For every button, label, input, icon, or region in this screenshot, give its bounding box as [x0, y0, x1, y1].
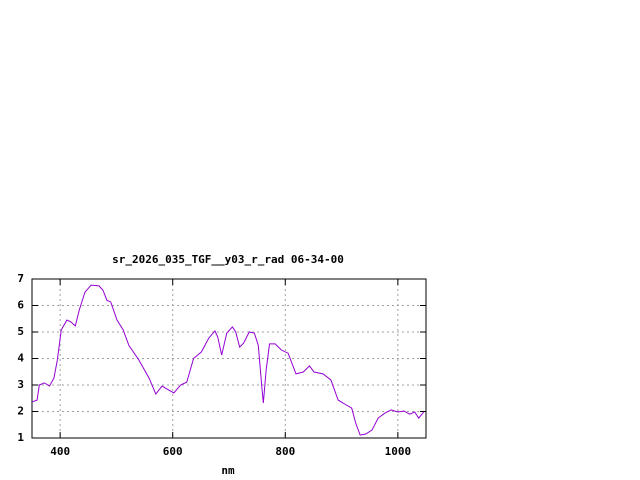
- chart-title: sr_2026_035_TGF__y03_r_rad 06-34-00: [112, 253, 344, 266]
- x-tick-label: 600: [163, 445, 183, 458]
- y-tick-label: 5: [17, 325, 24, 338]
- y-tick-label: 7: [17, 272, 24, 285]
- x-tick-label: 800: [275, 445, 295, 458]
- y-tick-label: 6: [17, 299, 24, 312]
- x-tick-label: 400: [50, 445, 70, 458]
- y-tick-label: 1: [17, 431, 24, 444]
- x-axis-label: nm: [221, 464, 235, 477]
- x-tick-label: 1000: [385, 445, 412, 458]
- y-tick-label: 2: [17, 405, 24, 418]
- y-tick-label: 3: [17, 378, 24, 391]
- y-tick-label: 4: [17, 352, 24, 365]
- plot-frame: [31, 278, 427, 439]
- data-line: [31, 284, 425, 436]
